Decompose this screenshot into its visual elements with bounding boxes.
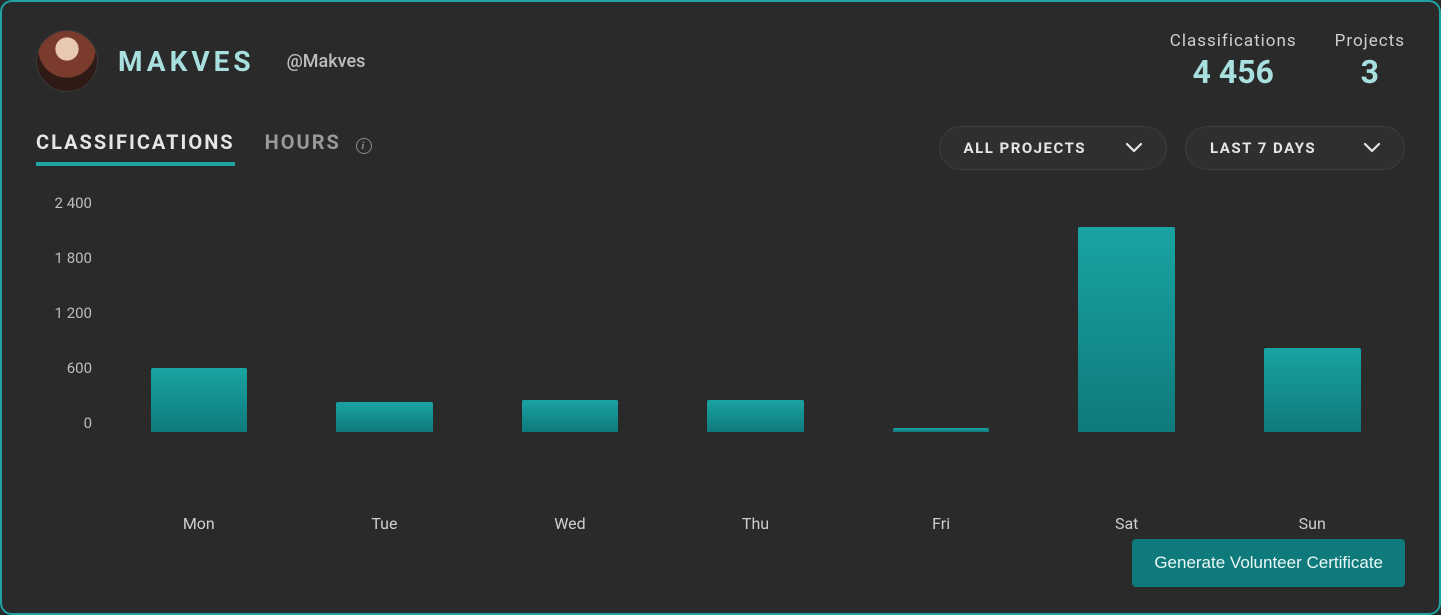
- bar[interactable]: [336, 402, 433, 432]
- y-tick: 1 800: [36, 249, 106, 267]
- bar-col: [106, 192, 292, 432]
- y-tick: 1 200: [36, 304, 106, 322]
- info-icon[interactable]: i: [356, 138, 372, 154]
- bar-col: [1219, 192, 1405, 432]
- stat-value: 4 456: [1170, 53, 1297, 91]
- x-label: Fri: [848, 514, 1034, 533]
- bar-col: [292, 192, 478, 432]
- filters: ALL PROJECTS LAST 7 DAYS: [939, 126, 1406, 170]
- x-label: Sun: [1219, 514, 1405, 533]
- header-row: MAKVES @Makves Classifications 4 456 Pro…: [36, 30, 1405, 92]
- bar[interactable]: [707, 400, 804, 432]
- x-label: Mon: [106, 514, 292, 533]
- tab-classifications[interactable]: CLASSIFICATIONS: [36, 130, 235, 166]
- dropdown-label: ALL PROJECTS: [964, 139, 1087, 157]
- bar-col: [1034, 192, 1220, 432]
- dropdown-label: LAST 7 DAYS: [1210, 139, 1316, 157]
- stat-label: Classifications: [1170, 31, 1297, 51]
- chevron-down-icon: [1364, 143, 1380, 153]
- stat-label: Projects: [1335, 31, 1405, 51]
- range-dropdown[interactable]: LAST 7 DAYS: [1185, 126, 1405, 170]
- bar-col: [663, 192, 849, 432]
- bar[interactable]: [522, 400, 619, 432]
- bar-col: [477, 192, 663, 432]
- bars-area: [106, 192, 1405, 432]
- user-handle: @Makves: [287, 51, 366, 72]
- profile-block: MAKVES @Makves: [36, 30, 365, 92]
- chart: 2 400 1 800 1 200 600 0: [36, 192, 1405, 492]
- y-tick: 600: [36, 359, 106, 377]
- stat-value: 3: [1335, 53, 1405, 91]
- bar[interactable]: [893, 428, 990, 432]
- generate-certificate-button[interactable]: Generate Volunteer Certificate: [1132, 539, 1405, 587]
- chevron-down-icon: [1126, 143, 1142, 153]
- controls-row: CLASSIFICATIONS HOURS i ALL PROJECTS LAS…: [36, 126, 1405, 170]
- y-tick: 0: [36, 414, 106, 432]
- tab-hours[interactable]: HOURS i: [265, 130, 372, 166]
- stat-projects: Projects 3: [1335, 31, 1405, 91]
- y-axis: 2 400 1 800 1 200 600 0: [36, 192, 106, 432]
- x-label: Tue: [292, 514, 478, 533]
- avatar[interactable]: [36, 30, 98, 92]
- stats-block: Classifications 4 456 Projects 3: [1170, 31, 1405, 91]
- y-tick: 2 400: [36, 194, 106, 212]
- bar[interactable]: [1078, 227, 1175, 432]
- bar-col: [848, 192, 1034, 432]
- bar[interactable]: [1264, 348, 1361, 432]
- x-label: Wed: [477, 514, 663, 533]
- stat-classifications: Classifications 4 456: [1170, 31, 1297, 91]
- display-name: MAKVES: [118, 45, 255, 78]
- x-axis: MonTueWedThuFriSatSun: [106, 514, 1405, 533]
- x-label: Sat: [1034, 514, 1220, 533]
- tabs: CLASSIFICATIONS HOURS i: [36, 130, 372, 166]
- x-label: Thu: [663, 514, 849, 533]
- tab-hours-label: HOURS: [265, 130, 341, 154]
- projects-dropdown[interactable]: ALL PROJECTS: [939, 126, 1168, 170]
- stats-panel: MAKVES @Makves Classifications 4 456 Pro…: [0, 0, 1441, 615]
- bar[interactable]: [151, 368, 248, 432]
- footer-row: Generate Volunteer Certificate: [1132, 539, 1405, 587]
